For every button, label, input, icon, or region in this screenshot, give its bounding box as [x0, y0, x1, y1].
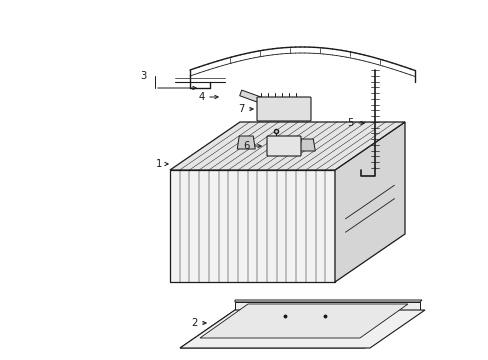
- Polygon shape: [200, 304, 407, 338]
- Polygon shape: [180, 310, 424, 348]
- Text: 6: 6: [243, 141, 249, 151]
- Polygon shape: [235, 302, 419, 310]
- Polygon shape: [170, 122, 404, 170]
- Polygon shape: [180, 310, 419, 348]
- Polygon shape: [299, 139, 315, 151]
- Text: 2: 2: [191, 318, 198, 328]
- Polygon shape: [235, 300, 421, 302]
- Text: 3: 3: [141, 71, 147, 81]
- FancyBboxPatch shape: [266, 136, 301, 156]
- Polygon shape: [237, 136, 255, 149]
- Text: 5: 5: [347, 118, 353, 128]
- Text: 1: 1: [155, 159, 162, 169]
- Polygon shape: [334, 122, 404, 282]
- FancyBboxPatch shape: [257, 97, 310, 121]
- Polygon shape: [170, 170, 334, 282]
- Text: 7: 7: [238, 104, 244, 114]
- Polygon shape: [239, 90, 264, 104]
- Text: 4: 4: [198, 92, 204, 102]
